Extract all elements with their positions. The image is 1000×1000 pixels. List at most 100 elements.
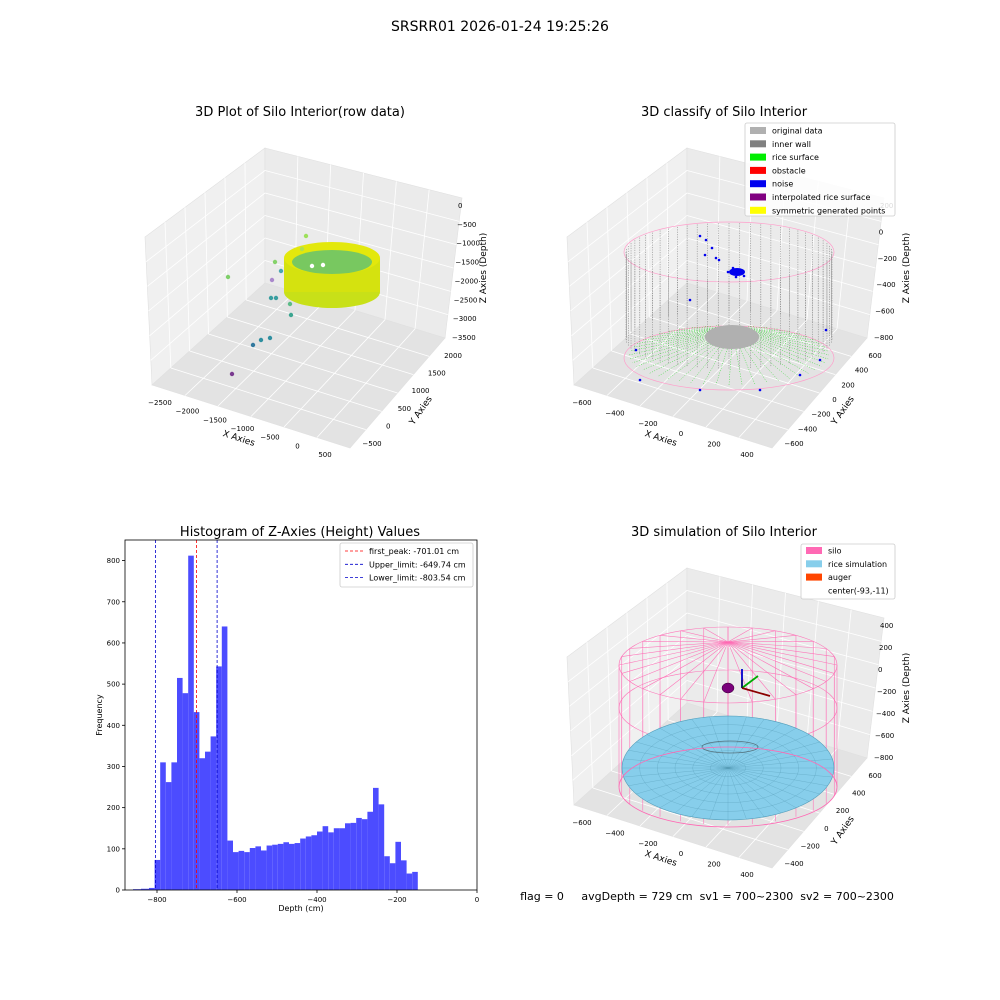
noise-point [726, 270, 730, 274]
histogram-bar [133, 889, 141, 890]
legend-label: obstacle [772, 166, 806, 175]
panel-classify-3d: 3D classify of Silo Interior −600 −400 −20… [566, 105, 912, 459]
histogram-bar [350, 822, 357, 890]
histogram-bar [412, 871, 418, 890]
noise-point [698, 388, 702, 392]
x-tick-labels: −600 −400 −200 0 200 400 [572, 819, 753, 879]
silo-roof-line [727, 641, 827, 649]
histogram-bar [171, 762, 177, 890]
x-tick-label: −400 [307, 896, 326, 904]
histogram-bar [261, 850, 267, 890]
x-tick-label: 400 [740, 871, 753, 879]
rice-mesh-ray [727, 716, 747, 769]
rice-mesh-ray [727, 767, 820, 795]
z-tick-label: −2000 [455, 277, 479, 285]
histogram-bar [177, 677, 183, 890]
y-tick-label: 500 [398, 405, 411, 413]
auger-marker [721, 682, 735, 694]
y-tick-label: 0 [824, 825, 828, 833]
rice-point-ray [752, 339, 816, 371]
z-tick-label: 0 [879, 228, 883, 236]
rice-point-ray [649, 330, 713, 337]
rice-point-ray [628, 335, 709, 356]
data-point [288, 312, 294, 318]
rice-point-ray [658, 330, 716, 335]
histogram-bar [305, 836, 312, 890]
rice-point-ray [636, 338, 710, 367]
grid-line [686, 680, 870, 736]
histogram-bar [216, 666, 222, 890]
legend-label: first_peak: -701.01 cm [369, 547, 459, 556]
x-tick-label: −800 [147, 896, 166, 904]
y-tick-label: 100 [107, 845, 120, 853]
noise-point [734, 275, 738, 279]
silo-roof-line [660, 634, 729, 643]
histogram-bar [233, 852, 239, 890]
histogram-bar [160, 762, 166, 890]
data-point [258, 337, 264, 343]
y-tick-label: 600 [107, 639, 120, 647]
legend-label: Lower_limit: -803.54 cm [369, 574, 466, 583]
y-tick-label: 1500 [428, 370, 446, 378]
y-tick-label: 2000 [444, 352, 462, 360]
histogram-bar [294, 843, 301, 890]
data-point [273, 295, 279, 301]
rice-point-ray [755, 335, 830, 356]
data-point [320, 262, 326, 268]
silo-roof-line [727, 641, 797, 695]
rice-mesh-ray [709, 767, 729, 820]
z-tick-label: −800 [874, 754, 893, 762]
rice-point-ray [750, 340, 809, 374]
rice-mesh-ray [691, 719, 729, 769]
x-tick-labels: −800 −600 −400 −200 0 [147, 890, 479, 904]
rice-mesh-ray [727, 767, 828, 786]
y-tick-label: −600 [784, 440, 803, 448]
silo-roof-line [727, 641, 776, 700]
data-point [309, 263, 315, 269]
x-tick-label: 0 [679, 430, 683, 438]
y-tick-label: 1000 [412, 387, 430, 395]
z-tick-label: −800 [874, 334, 893, 342]
rice-mesh-ray [691, 767, 729, 817]
x-tick-label: −600 [572, 399, 591, 407]
rice-mesh-ray [727, 722, 782, 769]
rice-mesh-ray [727, 758, 833, 769]
silo-roof-line [680, 641, 729, 700]
z-tick-label: −1500 [455, 259, 479, 267]
x-tick-label: 400 [740, 451, 753, 459]
histogram-bar [255, 846, 261, 890]
silo-roof-line [727, 641, 753, 703]
chart-title: 3D Plot of Silo Interior(row data) [195, 105, 405, 120]
silo-roof-line [727, 627, 753, 643]
x-tick-label: −400 [605, 829, 624, 837]
rice-mesh-ray [636, 741, 729, 769]
rice-point-ray [743, 342, 780, 382]
legend-label: rice simulation [828, 560, 887, 569]
noise-cluster [729, 268, 745, 276]
noise-point [704, 238, 708, 242]
histogram-bar [356, 817, 362, 890]
rice-mesh-ray [727, 767, 810, 802]
x-tick-label: −200 [638, 420, 657, 428]
x-tick-label: 0 [295, 442, 299, 450]
histogram-bar [188, 555, 194, 890]
silo-roof-line [629, 641, 729, 682]
rice-point-ray [715, 343, 730, 385]
y-tick-labels: −400 −200 0 200 400 600 [784, 772, 881, 868]
noise-point [703, 253, 707, 257]
chart-title: Histogram of Z-Axies (Height) Values [180, 525, 420, 540]
x-tick-label: −400 [605, 409, 624, 417]
x-tick-label: −1500 [203, 416, 227, 424]
y-tick-label: 600 [868, 352, 881, 360]
histogram-bar [199, 758, 205, 890]
z-tick-label: −3500 [452, 334, 476, 342]
histogram-bar [367, 811, 373, 890]
rice-point-ray [629, 334, 709, 352]
chart-title: 3D classify of Silo Interior [641, 105, 808, 120]
noise-point [698, 234, 702, 238]
histogram-bar [149, 887, 155, 890]
raw-point-cloud [225, 233, 380, 377]
x-tick-label: 0 [679, 850, 683, 858]
silo-roof-line [727, 641, 814, 689]
